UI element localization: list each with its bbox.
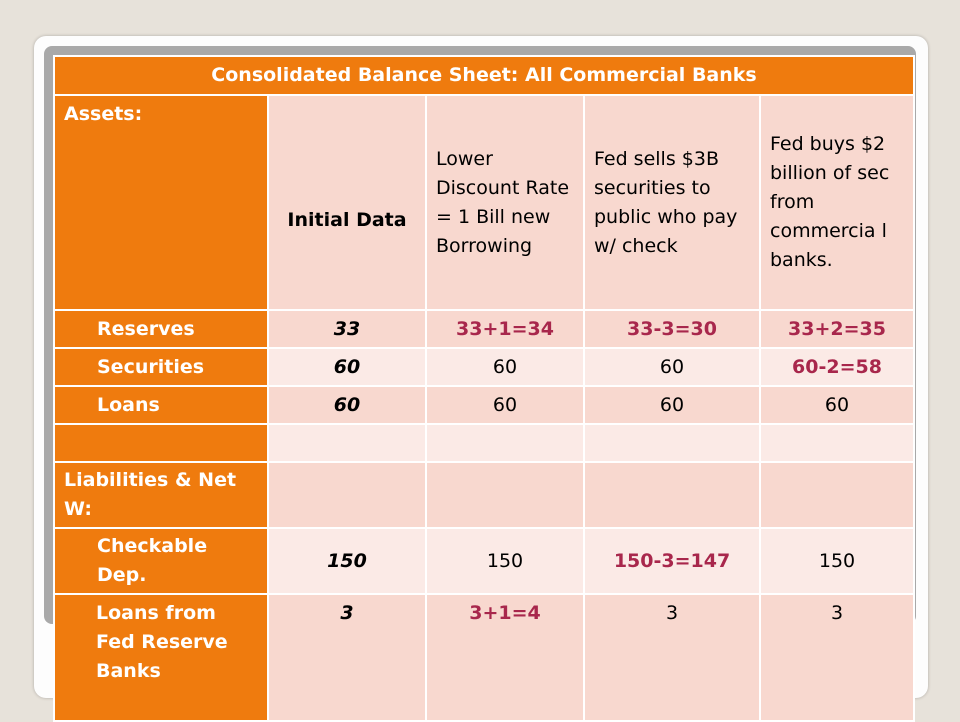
table-cell: 60 bbox=[425, 347, 585, 387]
row-label-reserves: Reserves bbox=[53, 309, 269, 349]
table-cell: 150 bbox=[425, 527, 585, 595]
table-cell: 33+1=34 bbox=[425, 309, 585, 349]
table-cell bbox=[583, 423, 761, 463]
table-cell: 150-3=147 bbox=[583, 527, 761, 595]
column-header-fed-sells: Fed sells $3B securities to public who p… bbox=[583, 94, 761, 311]
table-cell: 60 bbox=[267, 385, 427, 425]
table-cell bbox=[758, 461, 916, 529]
row-label-securities: Securities bbox=[53, 347, 269, 387]
table-row: Checkable Dep. 150 150 150-3=147 150 bbox=[53, 527, 916, 595]
table-row bbox=[53, 423, 916, 463]
column-header-lower-discount-rate: Lower Discount Rate = 1 Bill new Borrowi… bbox=[425, 94, 585, 311]
table-cell bbox=[425, 461, 585, 529]
table-cell: 60 bbox=[583, 385, 761, 425]
table-row: Loans from Fed Reserve Banks 3 3+1=4 3 3 bbox=[53, 593, 916, 722]
table-cell: 60 bbox=[758, 385, 916, 425]
table-cell: 3 bbox=[758, 593, 916, 722]
table-cell: 33 bbox=[267, 309, 427, 349]
table-cell: 33+2=35 bbox=[758, 309, 916, 349]
table-row: Loans 60 60 60 60 bbox=[53, 385, 916, 425]
table-cell: 150 bbox=[267, 527, 427, 595]
table-cell: 150 bbox=[758, 527, 916, 595]
table-cell bbox=[267, 423, 427, 463]
row-label-checkable-deposits: Checkable Dep. bbox=[53, 527, 269, 595]
column-header-initial-data: Initial Data bbox=[267, 94, 427, 311]
table-cell: 3+1=4 bbox=[425, 593, 585, 722]
table-cell: 33-3=30 bbox=[583, 309, 761, 349]
table-cell bbox=[267, 461, 427, 529]
table-cell: 60 bbox=[267, 347, 427, 387]
table-cell bbox=[583, 461, 761, 529]
table-cell bbox=[425, 423, 585, 463]
row-label-blank bbox=[53, 423, 269, 463]
row-label-loans: Loans bbox=[53, 385, 269, 425]
table-row: Securities 60 60 60 60-2=58 bbox=[53, 347, 916, 387]
table-cell: 60-2=58 bbox=[758, 347, 916, 387]
assets-label: Assets: bbox=[53, 94, 269, 311]
table-cell bbox=[758, 423, 916, 463]
row-label-liabilities: Liabilities & Net W: bbox=[53, 461, 269, 529]
table-title: Consolidated Balance Sheet: All Commerci… bbox=[52, 55, 916, 96]
table-cell: 3 bbox=[267, 593, 427, 722]
table-row: Reserves 33 33+1=34 33-3=30 33+2=35 bbox=[53, 309, 916, 349]
balance-sheet-table: Consolidated Balance Sheet: All Commerci… bbox=[52, 55, 916, 722]
table-cell: 60 bbox=[583, 347, 761, 387]
row-label-loans-from-fed: Loans from Fed Reserve Banks bbox=[53, 593, 269, 722]
column-header-fed-buys: Fed buys $2 billion of sec from commerci… bbox=[758, 94, 916, 311]
table-cell: 3 bbox=[583, 593, 761, 722]
table-cell: 60 bbox=[425, 385, 585, 425]
table-row: Liabilities & Net W: bbox=[53, 461, 916, 529]
